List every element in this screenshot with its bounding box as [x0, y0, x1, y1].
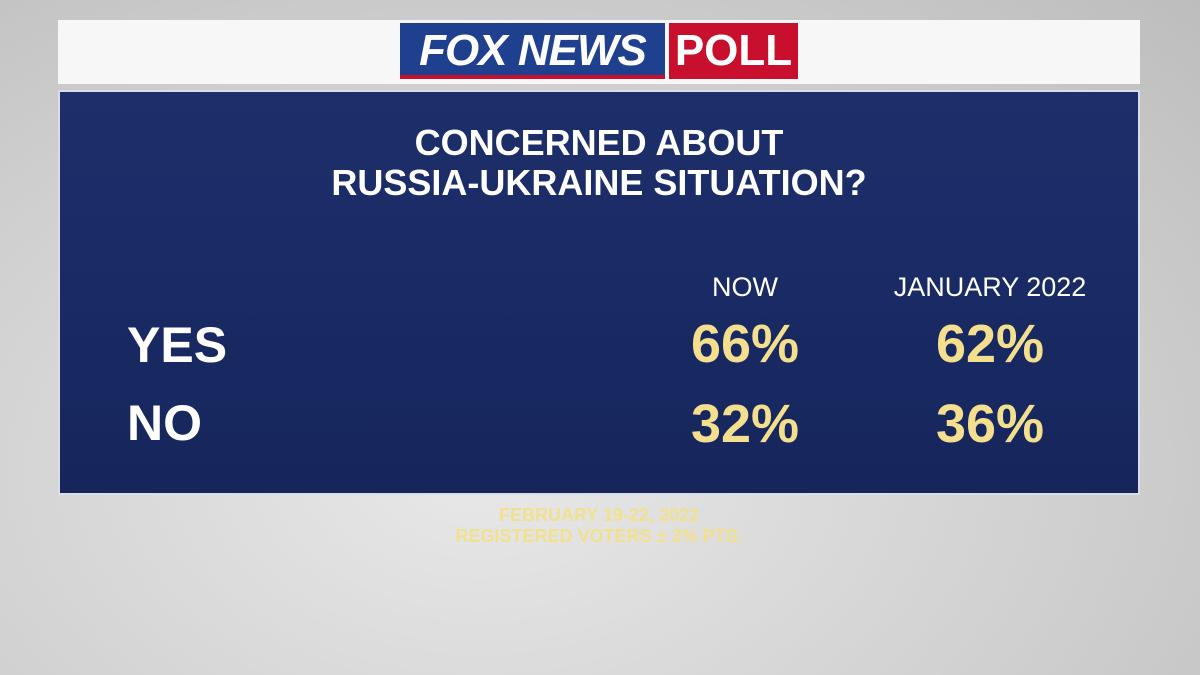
title: RUSSIA-UKRAINE SITUATION? [331, 162, 867, 203]
cell: 66% [690, 314, 800, 374]
panel [58, 90, 1140, 495]
row-label: YES [127, 317, 228, 373]
column-header: JANUARY 2022 [893, 272, 1087, 302]
column-header: NOW [712, 272, 778, 302]
logo-brand: FOX NEWS [400, 23, 665, 79]
footer-note: FEBRUARY 19-22, 2022 [498, 505, 700, 525]
logo-poll: POLL [669, 23, 798, 79]
cell: 32% [690, 394, 800, 454]
title: CONCERNED ABOUT [414, 122, 784, 163]
cell: 36% [935, 394, 1045, 454]
footer-note: REGISTERED VOTERS ± 3% PTS. [455, 526, 743, 546]
cell: 62% [935, 314, 1045, 374]
row-label: NO [127, 395, 202, 451]
